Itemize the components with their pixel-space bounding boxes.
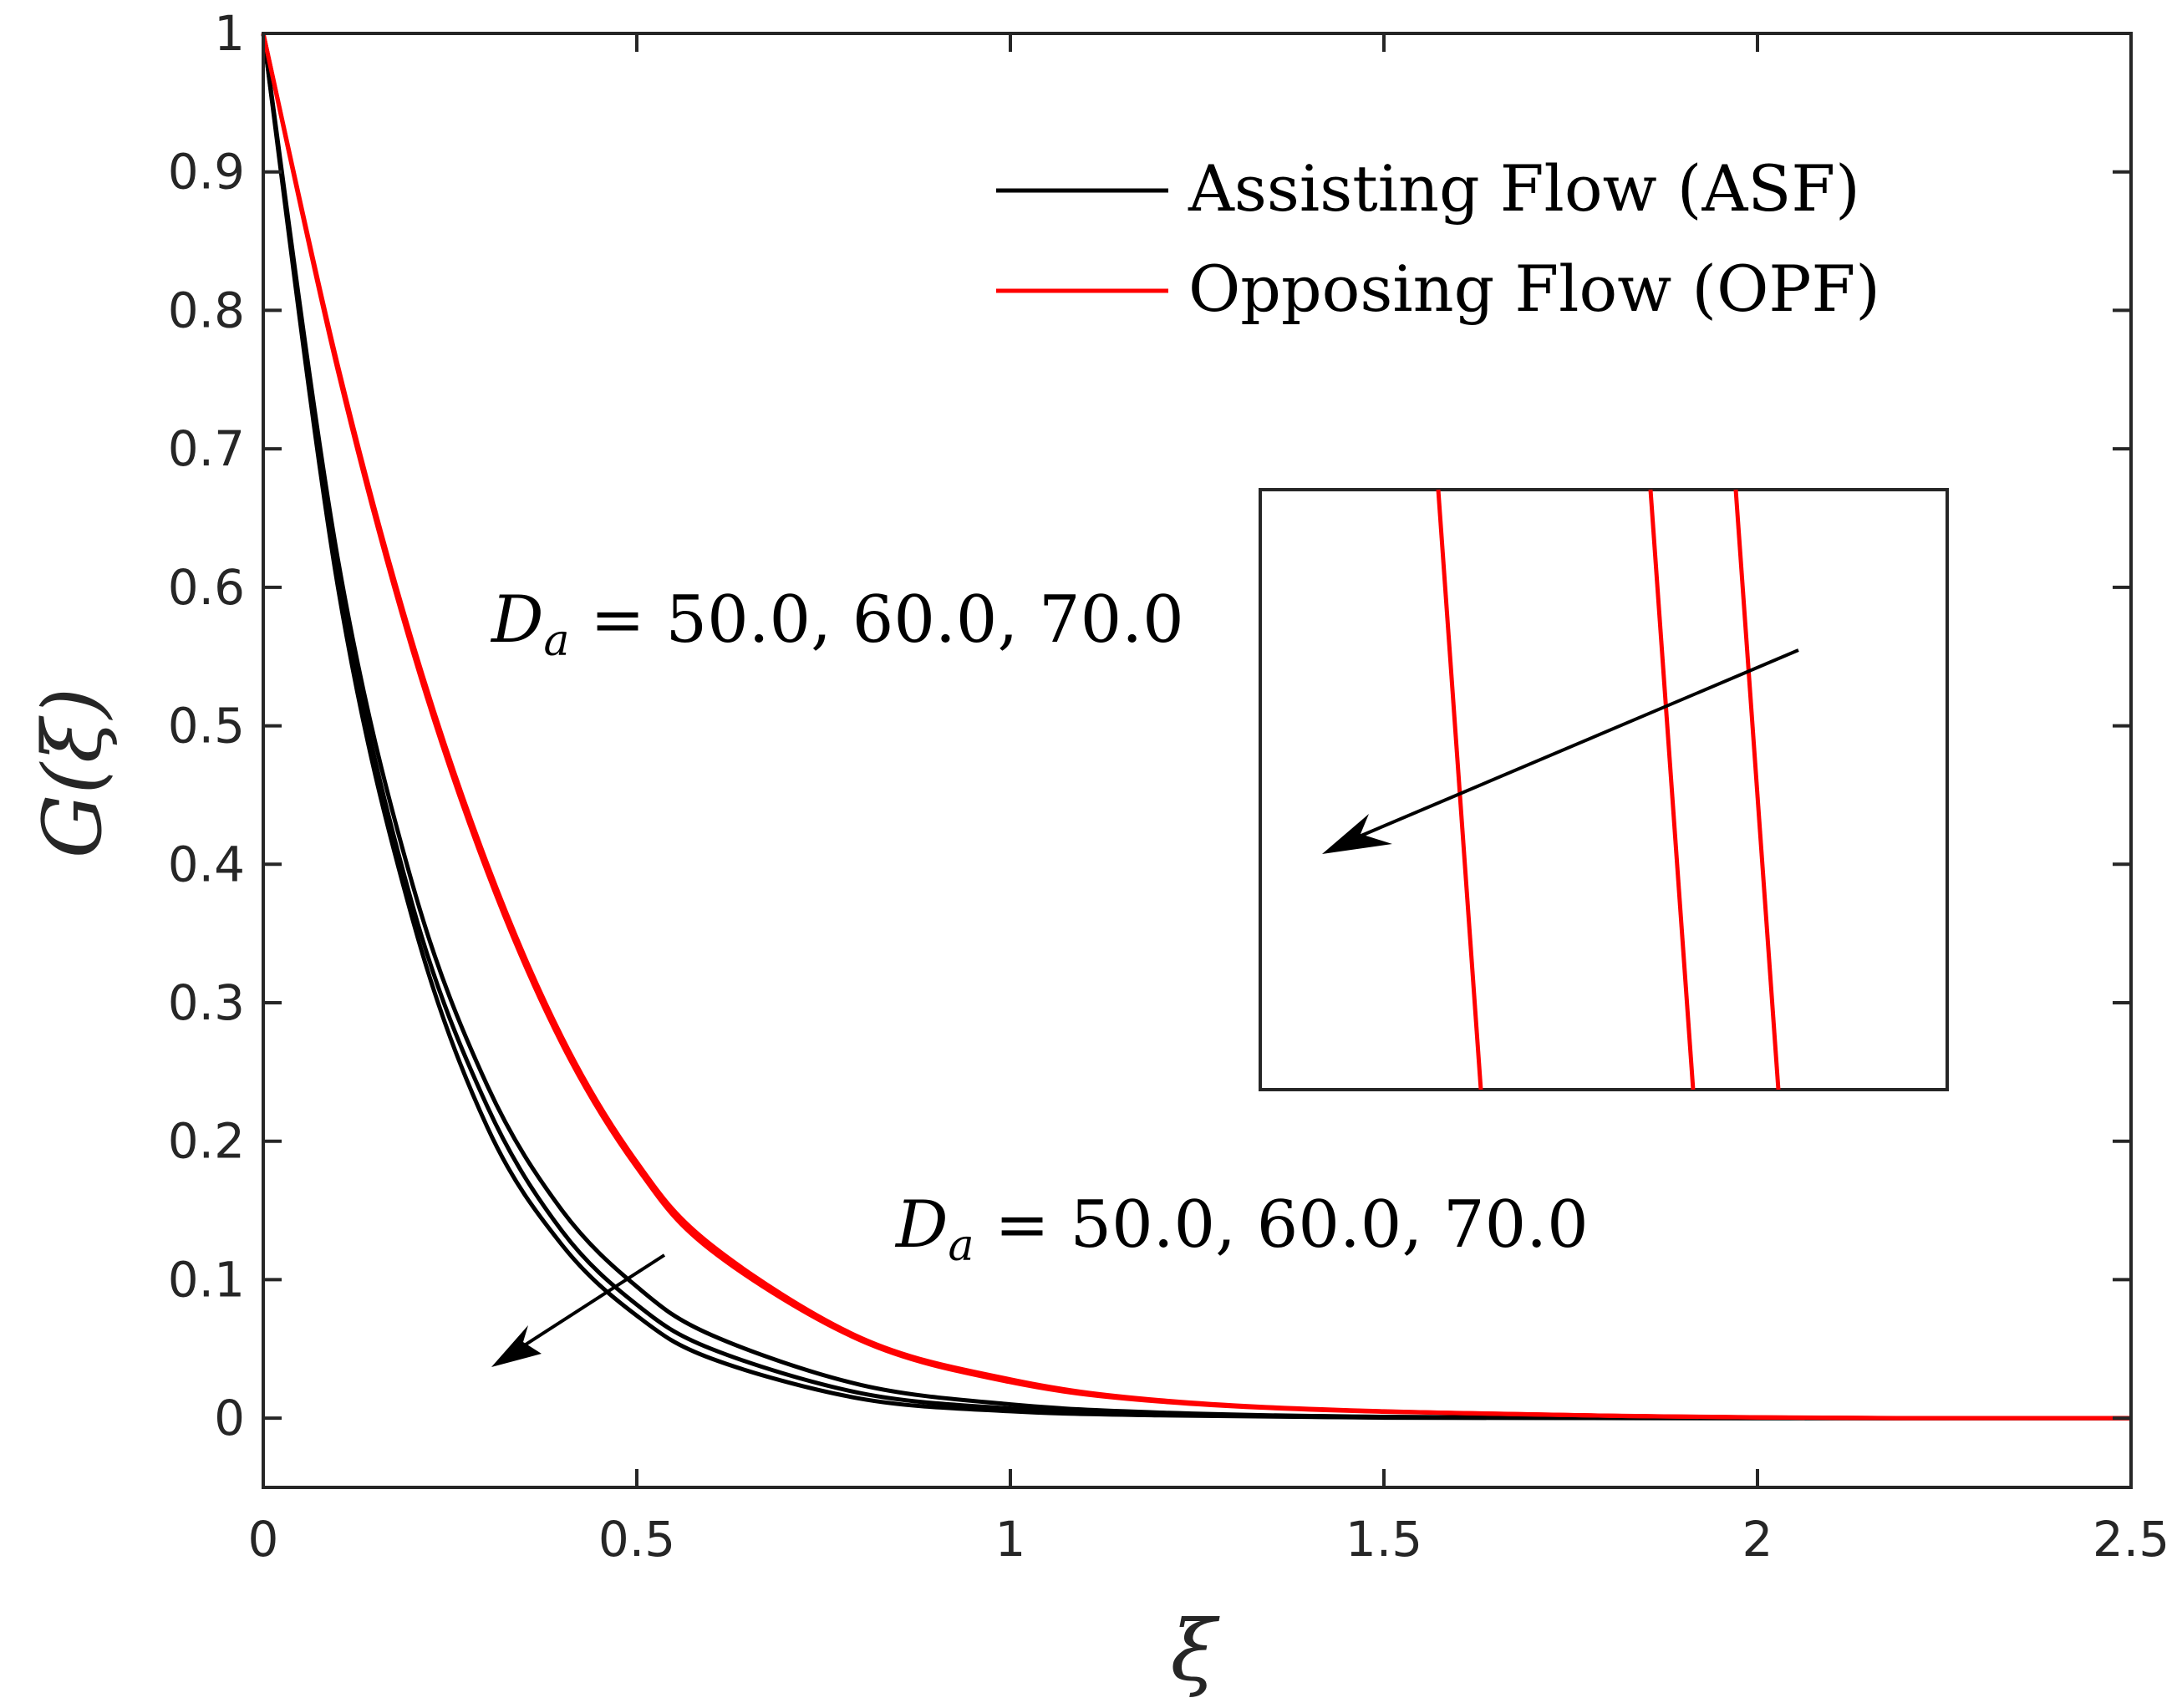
y-tick-label: 0.2 — [168, 1113, 245, 1170]
y-tick-label: 1 — [214, 5, 245, 62]
annotation-asf-sub: a — [949, 1221, 974, 1271]
y-tick-label: 0.6 — [168, 559, 245, 616]
x-tick-label: 2 — [1742, 1511, 1773, 1568]
y-axis-label: G(ξ) — [26, 688, 120, 858]
axes-frame — [262, 32, 2133, 1489]
ticks-group: 0 0.5 1 1.5 2 2.5 0 0.1 0.2 0.3 0.4 0.5 0.6 0.7 0.8 0.9… — [168, 5, 2169, 1568]
y-tick-label: 0.5 — [168, 698, 245, 755]
annotation-arrow-asf — [491, 1253, 666, 1367]
inset-line-opf-2 — [1648, 489, 1696, 1090]
inset-frame — [1259, 488, 1949, 1091]
legend: Assisting Flow (ASF) Opposing Flow (OPF) — [996, 151, 1880, 326]
x-tick-label: 1 — [995, 1511, 1026, 1568]
y-tick-label: 0.4 — [168, 836, 245, 892]
y-tick-label: 0.1 — [168, 1251, 245, 1308]
y-tick-label: 0.3 — [168, 974, 245, 1031]
x-tick-label: 0.5 — [598, 1511, 675, 1568]
annotation-opf-sub: a — [544, 616, 570, 666]
inset-line-opf-3 — [1733, 489, 1781, 1090]
inset-arrow — [1322, 648, 1799, 854]
y-tick-label: 0.7 — [168, 420, 245, 477]
axes-group — [262, 32, 2133, 1489]
x-tick-label: 0 — [248, 1511, 279, 1568]
x-tick-label: 2.5 — [2093, 1511, 2169, 1568]
annotation-opf-text: = 50.0, 60.0, 70.0 — [570, 582, 1184, 658]
annotation-asf-var: D — [894, 1187, 949, 1263]
annotation-asf: Da = 50.0, 60.0, 70.0 — [894, 1187, 1589, 1271]
inset-zoom — [1259, 488, 1949, 1091]
x-tick-label: 1.5 — [1345, 1511, 1422, 1568]
legend-label-opf: Opposing Flow (OPF) — [1188, 252, 1880, 326]
annotation-opf-var: D — [490, 582, 544, 658]
inset-line-opf-1 — [1436, 489, 1483, 1090]
annotation-opf: Da = 50.0, 60.0, 70.0 — [490, 582, 1184, 666]
annotation-asf-text: = 50.0, 60.0, 70.0 — [974, 1187, 1589, 1263]
series-group — [261, 33, 2132, 1421]
y-tick-label: 0 — [214, 1390, 245, 1446]
x-axis-label: ξ — [1170, 1602, 1220, 1700]
y-tick-label: 0.8 — [168, 282, 245, 338]
series-line-asf-da-70-0 — [261, 33, 2132, 1421]
y-tick-label: 0.9 — [168, 144, 245, 201]
legend-label-asf: Assisting Flow (ASF) — [1188, 151, 1860, 226]
series-line-opf-da-70-0 — [261, 33, 2132, 1421]
